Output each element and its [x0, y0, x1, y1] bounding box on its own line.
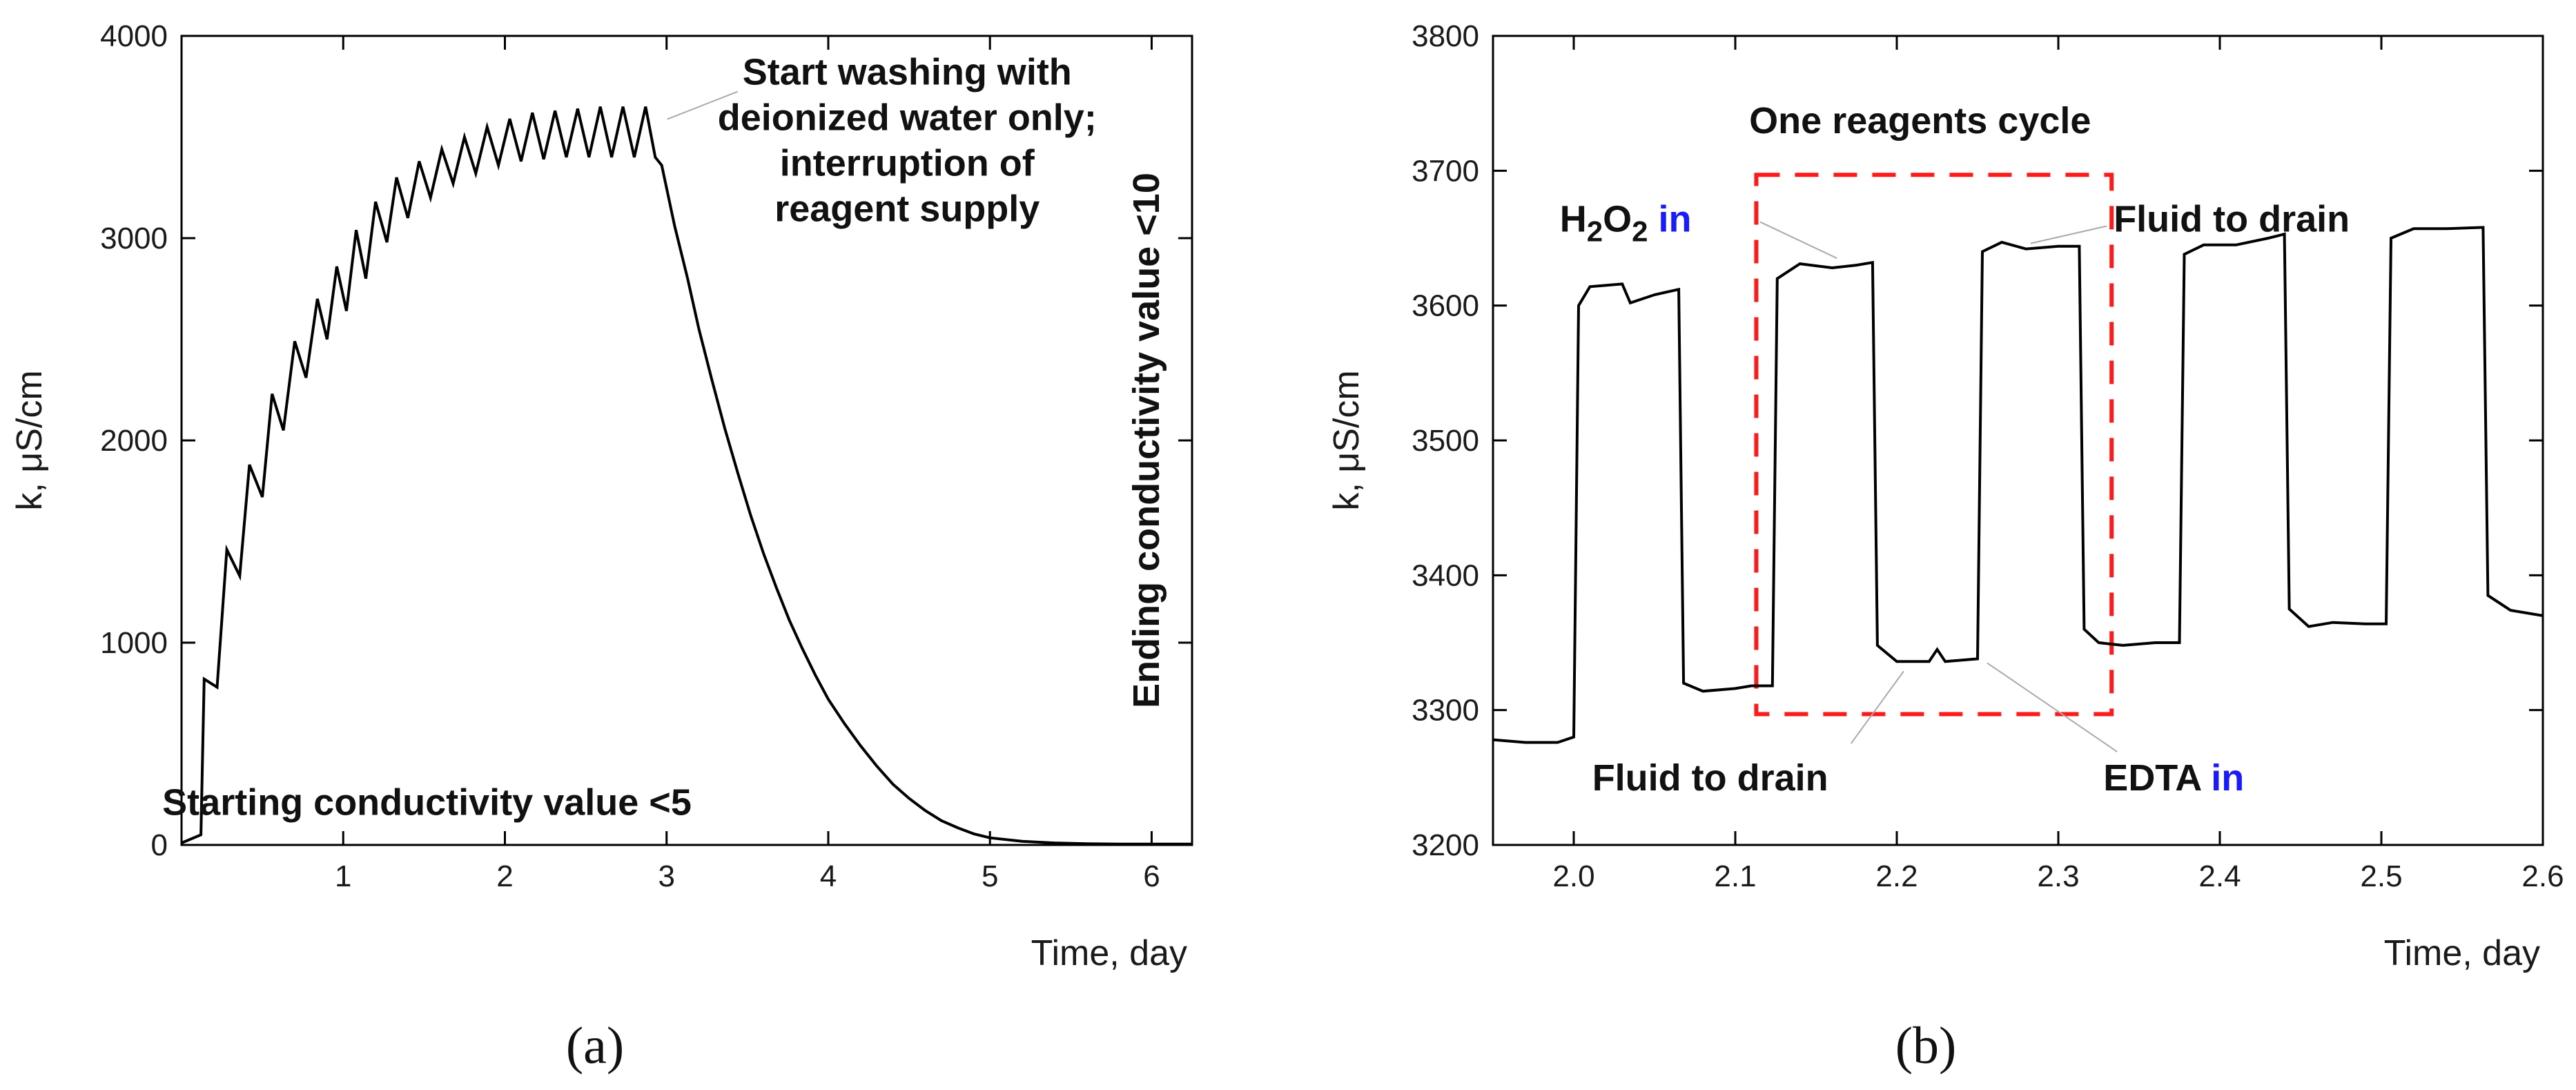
panel-b-y-ticks: 3200 3300 3400 3500 3600 3700 3800	[1412, 19, 2543, 862]
y-tick-label: 2000	[100, 424, 168, 458]
x-tick-label: 1	[335, 859, 351, 893]
y-tick-label: 0	[151, 828, 168, 862]
panel-a-y-axis-label: k, μS/cm	[10, 370, 50, 510]
annotation-fluid-bottom-pointer	[1850, 670, 1904, 744]
annotation-h2o2-in: H2O2 in	[1560, 198, 1692, 247]
annotation-washing-pointer	[667, 90, 739, 120]
annotation-fluid-top-pointer	[2030, 225, 2107, 244]
panel-b-x-axis-label: Time, day	[2384, 933, 2540, 973]
x-tick-label: 2.3	[2037, 859, 2079, 893]
y-tick-label: 3600	[1412, 289, 1479, 323]
x-tick-label: 2.4	[2198, 859, 2241, 893]
panel-a-plot-frame	[180, 35, 1193, 846]
annotation-washing-line: interruption of	[780, 142, 1035, 184]
y-tick-label: 4000	[100, 19, 168, 53]
x-tick-label: 6	[1143, 859, 1160, 893]
annotation-washing-line: Start washing with	[743, 51, 1072, 93]
panel-b-label: (b)	[1895, 1017, 1957, 1075]
annotation-washing-line: deionized water only;	[718, 97, 1097, 138]
y-tick-label: 3300	[1412, 694, 1479, 728]
annotation-fluid-to-drain-top: Fluid to drain	[2114, 198, 2350, 240]
panel-b-plot-frame	[1492, 35, 2544, 846]
annotation-starting-conductivity: Starting conductivity value <5	[162, 781, 692, 823]
y-tick-label: 3500	[1412, 424, 1479, 458]
panel-b-x-ticks: 2.0 2.1 2.2 2.3 2.4 2.5 2.6	[1552, 36, 2564, 893]
y-tick-label: 3800	[1412, 19, 1479, 53]
y-tick-label: 3000	[100, 222, 168, 255]
x-tick-label: 2.5	[2360, 859, 2402, 893]
annotation-washing-line: reagent supply	[774, 188, 1040, 229]
x-tick-label: 2.6	[2521, 859, 2564, 893]
panel-b-conductivity-line	[1492, 226, 2544, 744]
panel-a-x-axis-label: Time, day	[1031, 933, 1187, 973]
panel-a-conductivity-line	[181, 106, 1192, 846]
panel-a-label: (a)	[566, 1017, 624, 1075]
annotation-fluid-to-drain-bottom: Fluid to drain	[1592, 757, 1828, 799]
x-tick-label: 2	[496, 859, 513, 893]
x-tick-label: 2.1	[1714, 859, 1756, 893]
annotation-edta-in: EDTA in	[2103, 757, 2244, 799]
x-tick-label: 3	[658, 859, 674, 893]
annotation-ending-conductivity: Ending conductivity value <10	[1126, 173, 1167, 708]
y-tick-label: 3400	[1412, 558, 1479, 592]
reagents-cycle-label: One reagents cycle	[1749, 100, 2091, 142]
x-tick-label: 4	[820, 859, 837, 893]
x-tick-label: 2.2	[1875, 859, 1918, 893]
panel-b-y-axis-label: k, μS/cm	[1327, 370, 1367, 510]
y-tick-label: 1000	[100, 626, 168, 660]
panel-b-annotations: H2O2 in Fluid to drain Fluid to drain EDTA …	[1560, 198, 2350, 799]
panel-a-chart: 0 1000 2000 3000 4000 1 2 3 4 5 6 Start washing w…	[10, 19, 1193, 1075]
panel-a-y-ticks: 0 1000 2000 3000 4000	[100, 19, 1192, 862]
reagents-cycle-box	[1754, 173, 2114, 717]
y-tick-label: 3700	[1412, 154, 1479, 188]
x-tick-label: 5	[982, 859, 998, 893]
y-tick-label: 3200	[1412, 828, 1479, 862]
annotation-edta-pointer	[1987, 662, 2118, 752]
annotation-h2o2-pointer	[1759, 221, 1837, 259]
x-tick-label: 2.0	[1552, 859, 1594, 893]
panel-a-x-ticks: 1 2 3 4 5 6	[335, 36, 1160, 893]
